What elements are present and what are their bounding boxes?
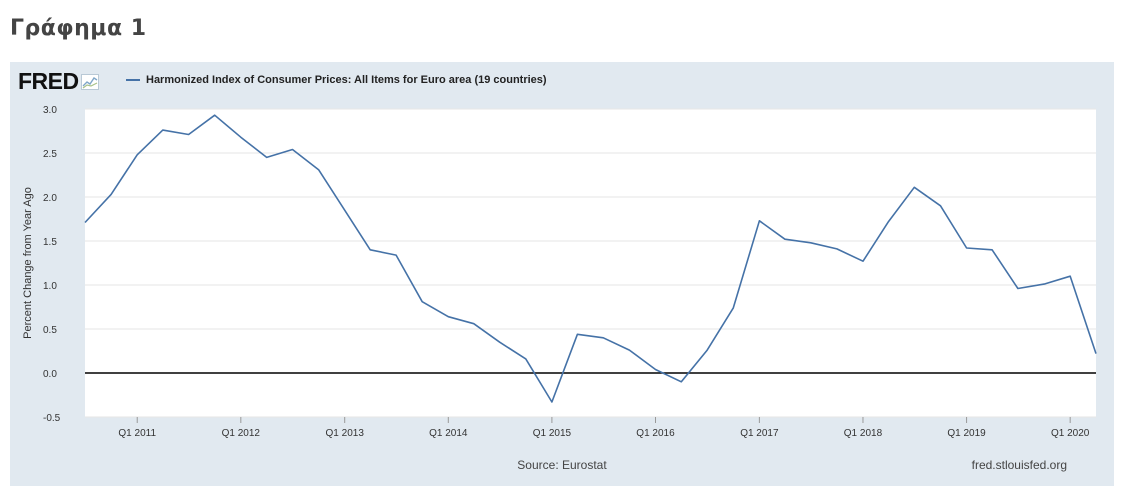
data-point[interactable] (1015, 286, 1021, 292)
y-tick-label: 0.0 (43, 369, 57, 380)
x-tick-label: Q1 2014 (429, 428, 468, 439)
data-point[interactable] (782, 236, 788, 242)
fred-logo-text: FRED (18, 68, 79, 94)
y-tick-label: 0.5 (43, 325, 57, 336)
site-link[interactable]: fred.stlouisfed.org (971, 458, 1067, 472)
y-tick-label: -0.5 (43, 413, 61, 424)
fred-graph-icon (80, 73, 99, 90)
y-tick-label: 1.5 (43, 237, 57, 248)
data-point[interactable] (264, 154, 270, 160)
data-point[interactable] (886, 219, 892, 225)
y-axis-label: Percent Change from Year Ago (22, 187, 34, 339)
x-tick-label: Q1 2019 (947, 428, 986, 439)
data-point[interactable] (212, 112, 218, 118)
page-title: Γράφημα 1 (10, 16, 147, 41)
data-point[interactable] (393, 252, 399, 258)
data-point[interactable] (367, 247, 373, 253)
data-point[interactable] (342, 207, 348, 213)
x-tick-label: Q1 2012 (222, 428, 261, 439)
data-point[interactable] (497, 339, 503, 345)
data-point[interactable] (911, 184, 917, 190)
data-point[interactable] (82, 220, 88, 226)
data-point[interactable] (289, 146, 295, 152)
legend-label: Harmonized Index of Consumer Prices: All… (146, 74, 547, 86)
x-tick-label: Q1 2016 (636, 428, 675, 439)
data-point[interactable] (549, 399, 555, 405)
x-tick-label: Q1 2017 (740, 428, 779, 439)
data-point[interactable] (989, 247, 995, 253)
chart-plot: -0.5 0.0 0.5 1.0 1.5 2.0 2.5 3.0 Q1 2011 Q1 2012 Q… (22, 105, 1099, 439)
data-point[interactable] (523, 356, 529, 362)
x-tick-label: Q1 2020 (1051, 428, 1090, 439)
data-point[interactable] (600, 335, 606, 341)
plot-area (85, 109, 1096, 417)
source-note: Source: Eurostat (517, 458, 607, 472)
data-point[interactable] (1067, 273, 1073, 279)
data-point[interactable] (471, 321, 477, 327)
chart-frame: FRED Harmonized Index of Consumer Prices… (10, 62, 1114, 486)
x-tick-label: Q1 2015 (533, 428, 572, 439)
data-point[interactable] (964, 245, 970, 251)
data-point[interactable] (1041, 281, 1047, 287)
x-tick-label: Q1 2018 (844, 428, 883, 439)
data-point[interactable] (834, 246, 840, 252)
data-point[interactable] (160, 127, 166, 133)
data-point[interactable] (445, 314, 451, 320)
data-point[interactable] (756, 218, 762, 224)
data-point[interactable] (860, 258, 866, 264)
data-point[interactable] (626, 347, 632, 353)
data-point[interactable] (1093, 351, 1099, 357)
data-point[interactable] (808, 240, 814, 246)
y-tick-label: 2.5 (43, 149, 57, 160)
series-line[interactable] (84, 114, 1097, 403)
y-tick-label: 1.0 (43, 281, 57, 292)
data-point[interactable] (704, 347, 710, 353)
data-point[interactable] (419, 299, 425, 305)
fred-logo[interactable]: FRED (18, 68, 99, 95)
x-tick-label: Q1 2013 (326, 428, 365, 439)
y-tick-label: 3.0 (43, 105, 57, 116)
x-tick-label: Q1 2011 (118, 428, 156, 439)
data-point[interactable] (316, 167, 322, 173)
data-point[interactable] (574, 331, 580, 337)
legend-swatch (126, 79, 140, 81)
data-point[interactable] (238, 134, 244, 140)
data-point[interactable] (730, 305, 736, 311)
data-point[interactable] (134, 152, 140, 158)
chart-legend[interactable]: Harmonized Index of Consumer Prices: All… (126, 74, 547, 86)
data-point[interactable] (186, 132, 192, 138)
data-point[interactable] (652, 366, 658, 372)
data-point[interactable] (108, 191, 114, 197)
y-tick-label: 2.0 (43, 193, 57, 204)
data-point[interactable] (678, 379, 684, 385)
data-point[interactable] (937, 203, 943, 209)
